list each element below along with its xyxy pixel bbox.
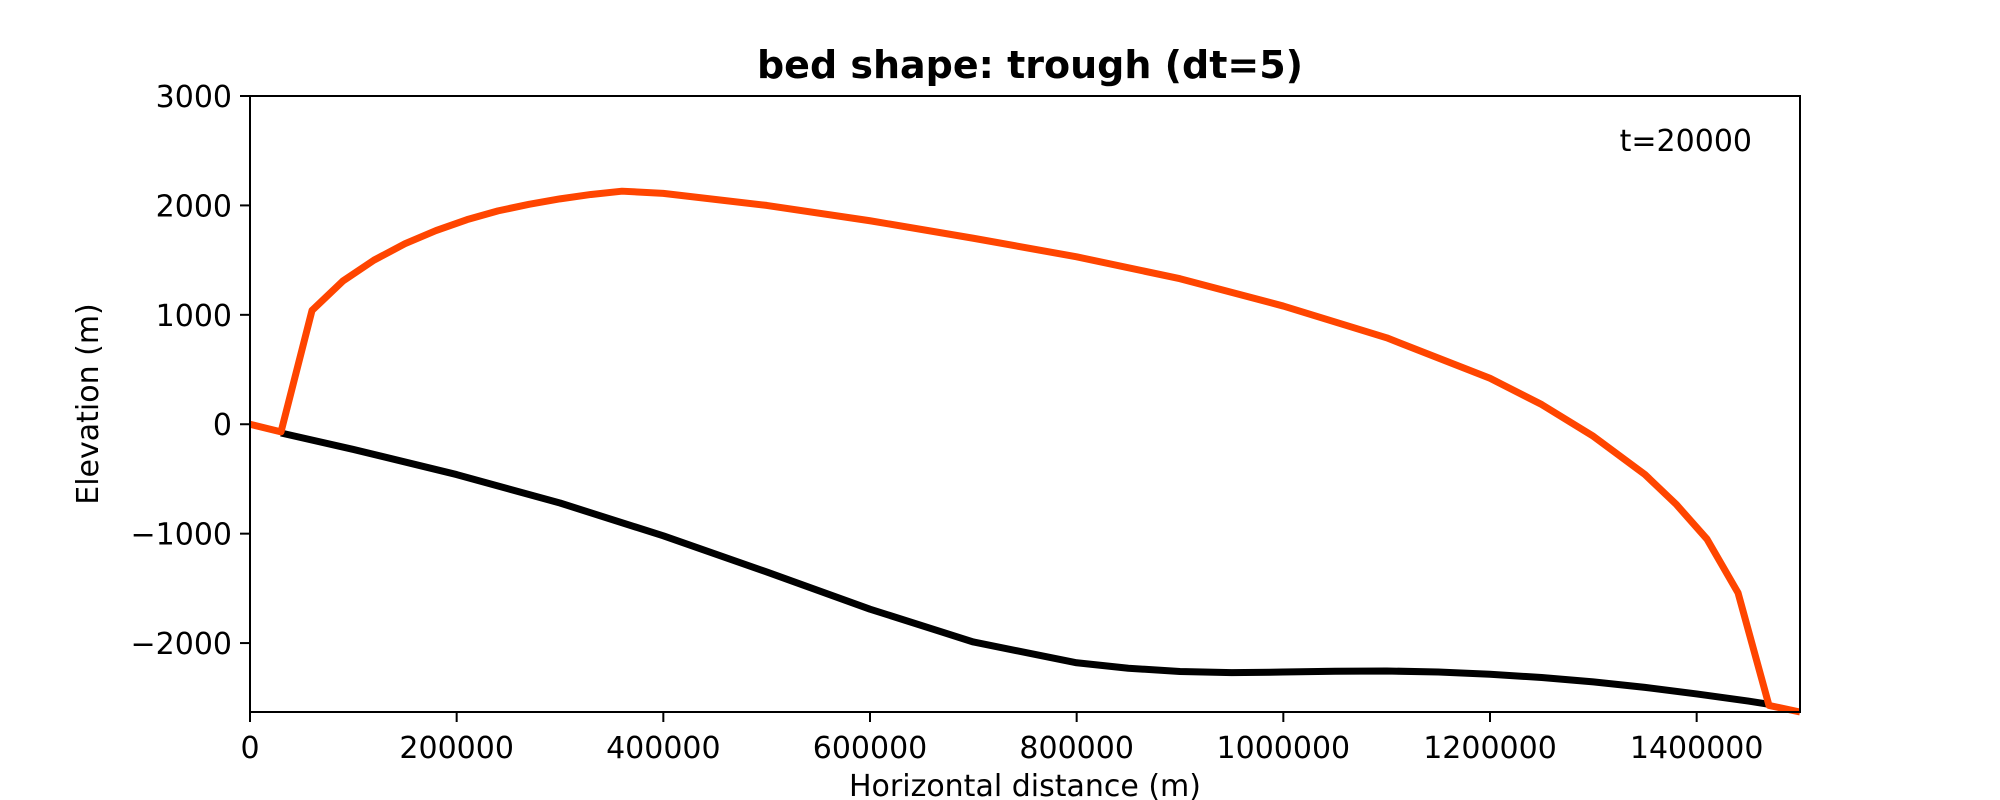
time-annotation: t=20000 (1620, 124, 1752, 159)
y-axis-label: Elevation (m) (71, 303, 106, 505)
x-axis: 0 200000 400000 600000 800000 1000000 1200000 1… (240, 712, 1763, 766)
y-tick-label: 2000 (156, 189, 232, 224)
surface-line (249, 187, 1801, 716)
y-axis: 3000 2000 1000 0 −1000 −2000 (131, 80, 250, 662)
x-tick-label: 1000000 (1217, 731, 1351, 766)
y-tick-label: −1000 (131, 518, 232, 553)
plot-frame (249, 95, 1801, 713)
y-tick-label: 0 (213, 408, 232, 443)
y-tick-label: −2000 (131, 627, 232, 662)
x-tick-label: 1200000 (1423, 731, 1557, 766)
x-axis-label: Horizontal distance (m) (849, 769, 1201, 800)
x-tick-label: 800000 (1019, 731, 1134, 766)
x-tick-label: 600000 (813, 731, 928, 766)
y-tick-label: 3000 (156, 80, 232, 115)
y-tick-label: 1000 (156, 299, 232, 334)
bed-line (280, 429, 1770, 708)
x-tick-label: 1400000 (1630, 731, 1764, 766)
chart-title: bed shape: trough (dt=5) (757, 43, 1303, 87)
x-tick-label: 0 (240, 731, 259, 766)
x-tick-label: 400000 (606, 731, 721, 766)
series-layer (249, 187, 1801, 716)
x-tick-label: 200000 (399, 731, 514, 766)
